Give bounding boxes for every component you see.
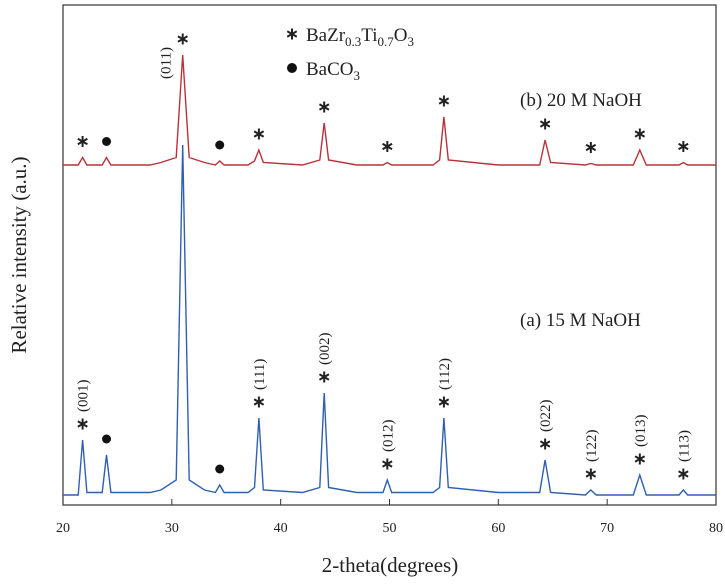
x-tick-label: 70 — [600, 521, 614, 536]
asterisk-stroke — [318, 103, 330, 111]
peak-label: (122) — [584, 430, 600, 463]
peak-asterisk — [585, 142, 597, 153]
peak-asterisk — [539, 438, 551, 450]
asterisk-stroke — [634, 455, 646, 463]
asterisk-stroke — [382, 460, 393, 468]
x-tick-label: 50 — [383, 521, 397, 536]
asterisk-stroke — [634, 130, 646, 138]
legend-text: BaCO — [306, 59, 354, 80]
peak-asterisk — [678, 141, 689, 152]
legend-subscript: 0.3 — [345, 34, 361, 49]
y-axis-label: Relative intensity (a.u.) — [7, 156, 31, 353]
x-tick-label: 60 — [491, 521, 505, 536]
legend-subscript: 0.7 — [378, 34, 395, 49]
series-label: (a) 15 M NaOH — [520, 310, 641, 331]
peak-label: (013) — [633, 415, 649, 448]
peak-label: (022) — [538, 400, 554, 433]
asterisk-stroke — [177, 35, 188, 43]
peak-asterisk — [585, 468, 597, 480]
peak-label: (012) — [380, 420, 396, 453]
peak-dot — [215, 464, 225, 474]
peak-label: (111) — [252, 359, 268, 390]
peak-asterisk — [382, 458, 393, 470]
legend-label: BaZr0.3Ti0.7O3 — [306, 25, 414, 49]
asterisk-stroke — [585, 470, 597, 478]
x-axis-label: 2-theta(degrees) — [322, 553, 458, 577]
peak-asterisk — [253, 396, 265, 408]
peak-label: (113) — [676, 430, 692, 462]
x-tick-label: 40 — [274, 521, 288, 536]
x-tick-label: 80 — [709, 521, 723, 536]
peak-label: (112) — [437, 358, 453, 390]
legend-dot — [287, 63, 297, 73]
asterisk-stroke — [539, 120, 551, 128]
asterisk-stroke — [585, 143, 597, 152]
asterisk-stroke — [539, 440, 551, 448]
peak-asterisk — [634, 453, 646, 465]
asterisk-stroke — [318, 373, 330, 381]
peak-dot — [102, 434, 112, 444]
legend-subscript: 3 — [354, 68, 361, 83]
peak-asterisk — [177, 33, 188, 45]
peak-asterisk — [318, 101, 330, 113]
asterisk-stroke — [253, 398, 265, 406]
peak-asterisk — [634, 128, 646, 140]
peak-asterisk — [253, 128, 265, 140]
asterisk-stroke — [678, 470, 689, 478]
legend-text: O — [394, 25, 408, 46]
x-tick-label: 30 — [165, 521, 179, 536]
legend-label: BaCO3 — [306, 59, 360, 83]
asterisk-stroke — [286, 30, 298, 38]
series-line — [63, 54, 716, 166]
x-tick-label: 20 — [56, 521, 70, 536]
peak-label: (001) — [76, 380, 92, 413]
peak-asterisk — [77, 418, 88, 430]
legend-subscript: 3 — [408, 34, 415, 49]
asterisk-stroke — [438, 398, 450, 406]
peak-label: (002) — [317, 333, 333, 366]
peak-asterisk — [678, 468, 689, 480]
peak-dot — [215, 140, 225, 150]
peak-asterisk — [77, 136, 88, 147]
asterisk-stroke — [678, 142, 689, 151]
asterisk-stroke — [253, 130, 265, 138]
legend-asterisk — [286, 28, 298, 40]
legend-text: Ti — [361, 25, 377, 46]
asterisk-stroke — [77, 420, 88, 428]
peak-label: (011) — [159, 47, 175, 79]
series-line — [63, 144, 716, 496]
peak-dot — [102, 137, 112, 146]
peak-asterisk — [539, 118, 551, 130]
peak-asterisk — [438, 396, 450, 408]
peak-asterisk — [318, 371, 330, 383]
asterisk-stroke — [77, 137, 88, 146]
series-label: (b) 20 M NaOH — [520, 90, 642, 111]
peak-asterisk — [438, 95, 450, 107]
peak-asterisk — [382, 141, 393, 152]
asterisk-stroke — [382, 142, 393, 151]
asterisk-stroke — [438, 97, 450, 105]
legend-text: BaZr — [306, 25, 346, 46]
